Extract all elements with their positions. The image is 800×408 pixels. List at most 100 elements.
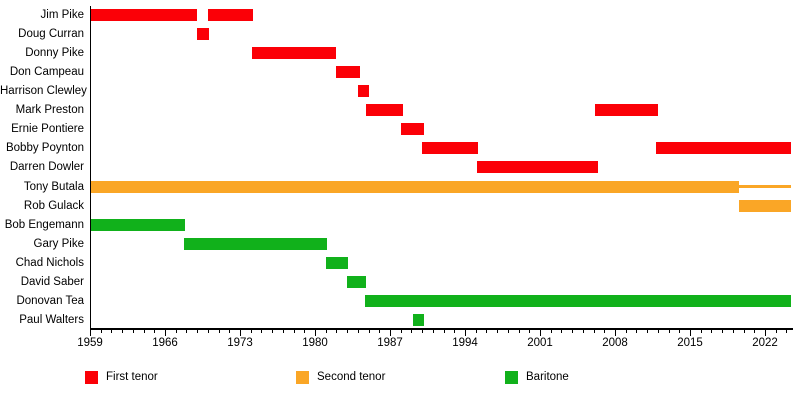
timeline-bar-gary-pike — [184, 237, 327, 250]
timeline-bar-mark-preston — [594, 104, 658, 117]
x-axis-tick-label: 2015 — [677, 337, 703, 349]
timeline-bar-rob-gulack — [739, 199, 791, 212]
x-axis-minor-tick — [486, 329, 488, 333]
x-axis-major-tick — [465, 329, 466, 336]
timeline-bar-donny-pike — [251, 46, 337, 59]
x-axis-minor-tick — [207, 329, 209, 333]
timeline-bar-david-saber — [347, 276, 367, 289]
timeline-bar-paul-walters — [412, 314, 425, 327]
x-axis-minor-tick — [722, 329, 724, 333]
x-axis-major-tick — [315, 329, 316, 336]
x-axis-minor-tick — [100, 329, 102, 333]
x-axis-minor-tick — [679, 329, 681, 333]
x-axis-tick-label: 1994 — [452, 337, 478, 349]
timeline-bar-tony-butala — [739, 185, 791, 189]
x-axis-minor-tick — [432, 329, 434, 333]
timeline-bar-harrison-clewley — [357, 85, 369, 98]
x-axis-minor-tick — [293, 329, 295, 333]
x-axis-major-tick — [690, 329, 691, 336]
x-axis-minor-tick — [636, 329, 638, 333]
timeline-bar-bob-engemann — [90, 218, 186, 231]
x-axis-spine — [90, 328, 793, 330]
legend-swatch-first-tenor — [85, 371, 98, 384]
row-label-paul-walters: Paul Walters — [19, 314, 84, 327]
legend-label-second-tenor: Second tenor — [317, 371, 386, 383]
x-axis-tick-label: 2008 — [602, 337, 628, 349]
x-axis-minor-tick — [347, 329, 349, 333]
x-axis-minor-tick — [357, 329, 359, 333]
x-axis-minor-tick — [497, 329, 499, 333]
x-axis-minor-tick — [218, 329, 220, 333]
legend-swatch-second-tenor — [296, 371, 309, 384]
legend-label-first-tenor: First tenor — [106, 371, 158, 383]
legend-label-baritone: Baritone — [526, 371, 569, 383]
x-axis-minor-tick — [186, 329, 188, 333]
row-label-harrison-clewley: Harrison Clewley — [0, 85, 87, 98]
x-axis-minor-tick — [272, 329, 274, 333]
x-axis-minor-tick — [518, 329, 520, 333]
row-label-jim-pike: Jim Pike — [40, 8, 84, 21]
x-axis-tick-label: 1966 — [152, 337, 178, 349]
x-axis-minor-tick — [711, 329, 713, 333]
x-axis-minor-tick — [561, 329, 563, 333]
timeline-bar-tony-butala — [90, 180, 740, 193]
timeline-bar-don-campeau — [336, 65, 360, 78]
x-axis-minor-tick — [572, 329, 574, 333]
x-axis-major-tick — [540, 329, 541, 336]
timeline-bar-mark-preston — [366, 104, 403, 117]
legend-swatch-baritone — [505, 371, 518, 384]
timeline-bar-bobby-poynton — [422, 142, 478, 155]
row-label-darren-dowler: Darren Dowler — [9, 161, 84, 174]
y-axis-spine — [90, 6, 91, 329]
x-axis-minor-tick — [325, 329, 327, 333]
x-axis-minor-tick — [700, 329, 702, 333]
x-axis-minor-tick — [593, 329, 595, 333]
timeline-bar-darren-dowler — [476, 161, 598, 174]
legend-item-baritone: Baritone — [505, 371, 569, 384]
x-axis-minor-tick — [132, 329, 134, 333]
x-axis-minor-tick — [657, 329, 659, 333]
x-axis-minor-tick — [786, 329, 788, 333]
row-label-bob-engemann: Bob Engemann — [4, 218, 84, 231]
timeline-bar-donovan-tea — [365, 295, 791, 308]
x-axis-minor-tick — [454, 329, 456, 333]
x-axis-minor-tick — [411, 329, 413, 333]
x-axis-minor-tick — [604, 329, 606, 333]
x-axis-major-tick — [765, 329, 766, 336]
x-axis-major-tick — [390, 329, 391, 336]
row-label-donny-pike: Donny Pike — [25, 46, 84, 59]
x-axis-minor-tick — [111, 329, 113, 333]
x-axis-minor-tick — [368, 329, 370, 333]
row-label-donovan-tea: Donovan Tea — [16, 295, 84, 308]
x-axis-minor-tick — [379, 329, 381, 333]
x-axis-minor-tick — [250, 329, 252, 333]
x-axis-tick-label: 2022 — [752, 337, 778, 349]
x-axis-major-tick — [615, 329, 616, 336]
x-axis-minor-tick — [507, 329, 509, 333]
timeline-bar-ernie-pontiere — [400, 123, 425, 136]
row-label-bobby-poynton: Bobby Poynton — [5, 142, 84, 155]
x-axis-minor-tick — [400, 329, 402, 333]
row-label-rob-gulack: Rob Gulack — [23, 199, 84, 212]
x-axis-tick-label: 2001 — [527, 337, 553, 349]
timeline-bar-jim-pike — [207, 8, 253, 21]
x-axis-minor-tick — [550, 329, 552, 333]
row-label-ernie-pontiere: Ernie Pontiere — [11, 123, 84, 136]
x-axis-minor-tick — [282, 329, 284, 333]
x-axis-minor-tick — [743, 329, 745, 333]
x-axis-minor-tick — [175, 329, 177, 333]
timeline-bar-bobby-poynton — [655, 142, 791, 155]
timeline-bar-chad-nichols — [325, 257, 349, 270]
legend-item-second-tenor: Second tenor — [296, 371, 385, 384]
row-label-david-saber: David Saber — [20, 276, 84, 289]
x-axis-minor-tick — [475, 329, 477, 333]
x-axis-minor-tick — [261, 329, 263, 333]
x-axis-minor-tick — [668, 329, 670, 333]
x-axis-minor-tick — [625, 329, 627, 333]
x-axis-tick-label: 1959 — [77, 337, 103, 349]
row-label-chad-nichols: Chad Nichols — [15, 257, 84, 270]
x-axis-minor-tick — [529, 329, 531, 333]
row-label-mark-preston: Mark Preston — [15, 104, 84, 117]
x-axis-major-tick — [90, 329, 91, 336]
x-axis-minor-tick — [229, 329, 231, 333]
